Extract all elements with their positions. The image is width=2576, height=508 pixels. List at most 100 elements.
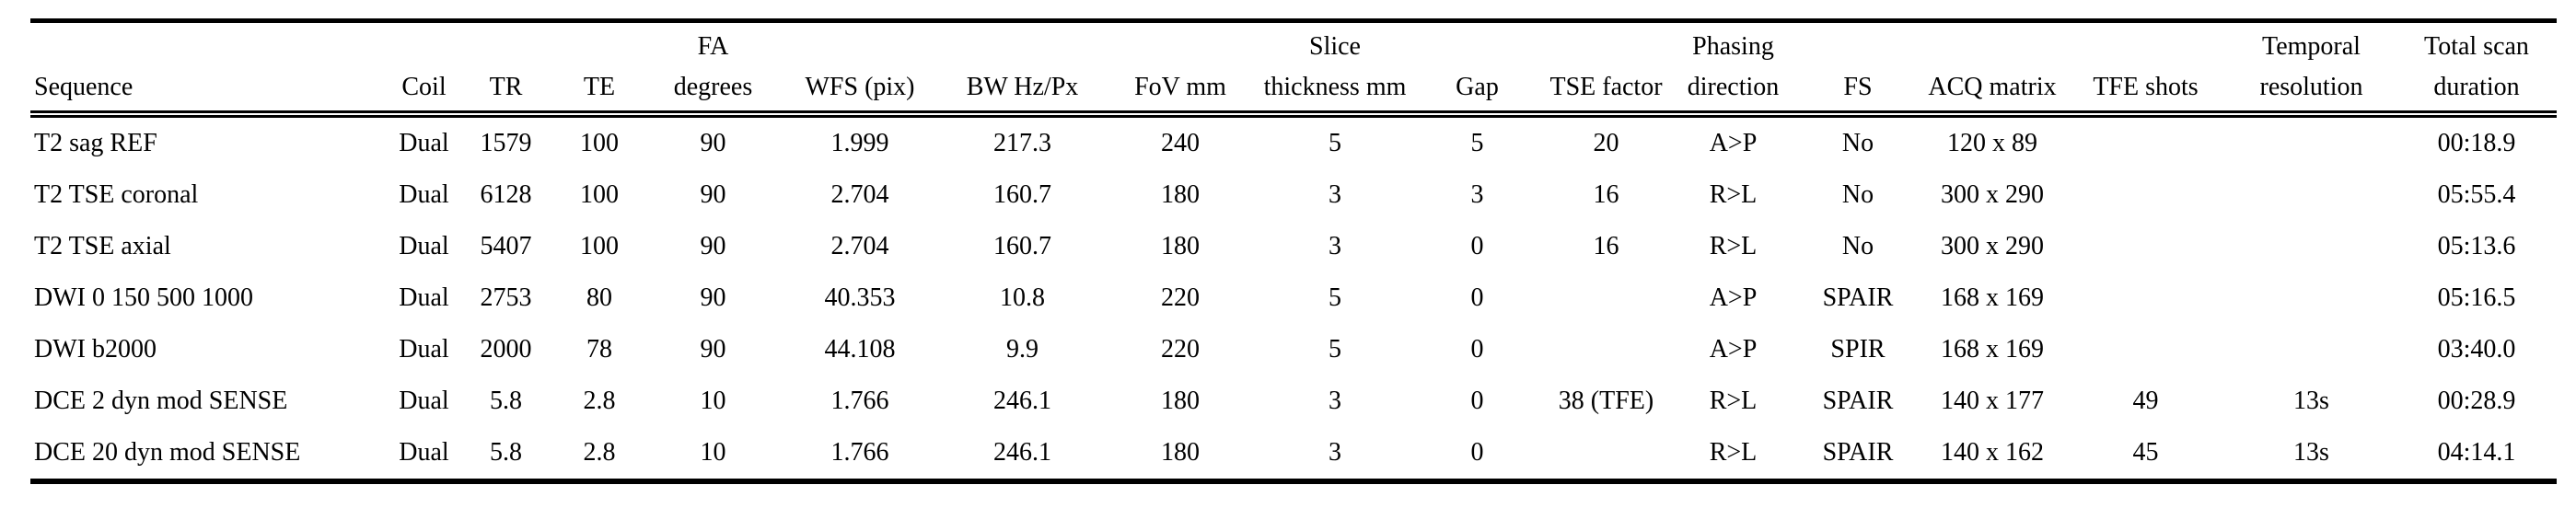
cell-gap: 3 <box>1470 180 1484 209</box>
cell-phasing-direction: A>P <box>1709 335 1758 364</box>
table-row: T2 sag REF Dual 1579 100 90 1.999 217.3 240 5 5 20… <box>30 114 2557 169</box>
column-header-fov-mm: FoV mm <box>1103 20 1258 118</box>
table-row: DWI 0 150 500 1000 Dual 2753 80 90 40.353 10.8… <box>30 272 2557 324</box>
cell-tr: 5.8 <box>490 438 522 467</box>
column-header-temporal-resolution: Temporal resolution <box>2226 20 2396 118</box>
cell-fov-mm: 220 <box>1161 283 1200 312</box>
cell-tr: 5.8 <box>490 387 522 415</box>
cell-acq-matrix: 300 x 290 <box>1941 180 2044 209</box>
cell-temporal-resolution <box>2226 221 2396 272</box>
cell-coil: Dual <box>399 335 449 364</box>
cell-coil: Dual <box>399 180 449 209</box>
cell-gap: 0 <box>1470 283 1484 312</box>
cell-total-scan-duration: 05:16.5 <box>2437 283 2516 312</box>
cell-slice-thickness-mm: 3 <box>1329 180 1341 209</box>
cell-tfe-shots: 45 <box>2132 438 2159 467</box>
cell-tfe-shots: 49 <box>2132 387 2159 415</box>
cell-wfs-pix: 44.108 <box>824 335 896 364</box>
cell-bw-hz-px: 160.7 <box>993 232 1051 260</box>
cell-tse-factor <box>1542 324 1670 375</box>
cell-phasing-direction: R>L <box>1709 438 1758 467</box>
cell-temporal-resolution: 13s <box>2293 438 2329 467</box>
cell-fov-mm: 220 <box>1161 335 1200 364</box>
cell-wfs-pix: 1.766 <box>830 438 889 467</box>
cell-sequence: DCE 20 dyn mod SENSE <box>34 438 301 467</box>
cell-acq-matrix: 168 x 169 <box>1941 283 2044 312</box>
cell-tse-factor: 20 <box>1593 129 1619 157</box>
cell-sequence: T2 sag REF <box>34 129 157 157</box>
cell-fs: No <box>1841 129 1874 157</box>
cell-phasing-direction: A>P <box>1709 283 1758 312</box>
cell-bw-hz-px: 10.8 <box>1000 283 1045 312</box>
cell-fov-mm: 180 <box>1161 180 1200 209</box>
column-header-tr: TR <box>461 20 551 118</box>
table-row: DCE 2 dyn mod SENSE Dual 5.8 2.8 10 1.766 246.… <box>30 375 2557 427</box>
cell-acq-matrix: 140 x 177 <box>1941 387 2044 415</box>
cell-temporal-resolution: 13s <box>2293 387 2329 415</box>
table-row: T2 TSE axial Dual 5407 100 90 2.704 160.7 180 3 0… <box>30 221 2557 272</box>
cell-total-scan-duration: 03:40.0 <box>2437 335 2516 364</box>
table-row: DWI b2000 Dual 2000 78 90 44.108 9.9 220 5 0 A>P SP… <box>30 324 2557 375</box>
cell-te: 100 <box>580 180 619 209</box>
cell-fs: SPIR <box>1830 335 1886 364</box>
cell-tfe-shots <box>2065 272 2226 324</box>
mri-sequence-parameters-table: Sequence Coil TR TE FA degrees WFS (pix)… <box>30 18 2557 484</box>
table-row: T2 TSE coronal Dual 6128 100 90 2.704 160.7 180… <box>30 169 2557 221</box>
cell-tr: 6128 <box>480 180 532 209</box>
cell-tr: 2753 <box>480 283 532 312</box>
cell-wfs-pix: 2.704 <box>830 180 889 209</box>
cell-slice-thickness-mm: 5 <box>1329 129 1341 157</box>
cell-sequence: T2 TSE coronal <box>34 180 199 209</box>
column-header-wfs-pix: WFS (pix) <box>778 20 942 118</box>
cell-fs: No <box>1841 232 1874 260</box>
cell-gap: 0 <box>1470 438 1484 467</box>
cell-slice-thickness-mm: 5 <box>1329 283 1341 312</box>
cell-bw-hz-px: 246.1 <box>993 438 1051 467</box>
cell-tr: 2000 <box>480 335 532 364</box>
column-header-te: TE <box>551 20 648 118</box>
column-header-tfe-shots: TFE shots <box>2065 20 2226 118</box>
cell-slice-thickness-mm: 5 <box>1329 335 1341 364</box>
header-row: Sequence Coil TR TE FA degrees WFS (pix)… <box>30 20 2557 118</box>
cell-fa-degrees: 10 <box>700 438 726 467</box>
cell-temporal-resolution <box>2226 324 2396 375</box>
cell-phasing-direction: R>L <box>1709 180 1758 209</box>
column-header-fs: FS <box>1796 20 1920 118</box>
cell-bw-hz-px: 160.7 <box>993 180 1051 209</box>
cell-fa-degrees: 90 <box>700 129 726 157</box>
cell-fa-degrees: 90 <box>700 283 726 312</box>
column-header-tse-factor: TSE factor <box>1542 20 1670 118</box>
cell-fa-degrees: 90 <box>700 180 726 209</box>
cell-fs: SPAIR <box>1822 438 1894 467</box>
cell-tfe-shots <box>2065 114 2226 169</box>
column-header-phasing-direction: Phasing direction <box>1670 20 1796 118</box>
column-header-fa-degrees: FA degrees <box>648 20 778 118</box>
cell-coil: Dual <box>399 387 449 415</box>
column-header-total-scan-duration: Total scan duration <box>2396 20 2557 118</box>
cell-fs: SPAIR <box>1822 387 1894 415</box>
cell-tse-factor: 16 <box>1593 232 1619 260</box>
cell-fov-mm: 180 <box>1161 387 1200 415</box>
column-header-coil: Coil <box>387 20 461 118</box>
cell-phasing-direction: A>P <box>1709 129 1758 157</box>
cell-tfe-shots <box>2065 324 2226 375</box>
column-header-acq-matrix: ACQ matrix <box>1920 20 2065 118</box>
cell-slice-thickness-mm: 3 <box>1329 387 1341 415</box>
column-header-gap: Gap <box>1412 20 1542 118</box>
table-header: Sequence Coil TR TE FA degrees WFS (pix)… <box>30 20 2557 118</box>
cell-sequence: DWI b2000 <box>34 335 157 364</box>
cell-acq-matrix: 300 x 290 <box>1941 232 2044 260</box>
cell-sequence: DCE 2 dyn mod SENSE <box>34 387 288 415</box>
cell-gap: 0 <box>1470 335 1484 364</box>
cell-wfs-pix: 2.704 <box>830 232 889 260</box>
cell-total-scan-duration: 05:55.4 <box>2437 180 2516 209</box>
cell-fov-mm: 240 <box>1161 129 1200 157</box>
cell-fs: No <box>1841 180 1874 209</box>
cell-bw-hz-px: 217.3 <box>993 129 1051 157</box>
cell-fov-mm: 180 <box>1161 438 1200 467</box>
cell-fs: SPAIR <box>1822 283 1894 312</box>
cell-te: 78 <box>586 335 612 364</box>
cell-coil: Dual <box>399 232 449 260</box>
cell-tse-factor: 38 (TFE) <box>1558 387 1654 415</box>
cell-wfs-pix: 1.766 <box>830 387 889 415</box>
